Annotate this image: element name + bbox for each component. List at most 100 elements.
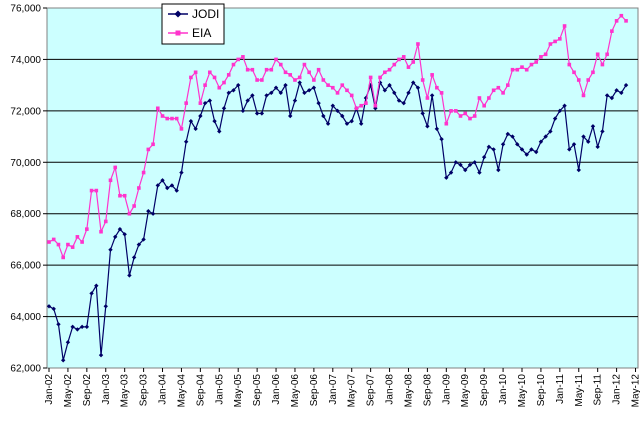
point-jodi (221, 106, 227, 111)
point-jodi (448, 170, 454, 175)
point-jodi (467, 162, 473, 168)
point-jodi (496, 167, 501, 173)
point-jodi (453, 160, 458, 165)
point-eia (496, 85, 501, 90)
point-eia (406, 65, 411, 69)
point-eia (99, 229, 103, 234)
point-eia (600, 62, 605, 67)
point-jodi (60, 358, 66, 363)
point-eia (558, 37, 562, 41)
point-eia (416, 42, 420, 46)
point-jodi (552, 116, 558, 121)
point-jodi (382, 88, 388, 93)
point-jodi (411, 80, 416, 85)
point-eia (529, 62, 534, 67)
x-tick-label: May-05 (233, 374, 244, 408)
point-jodi (292, 98, 298, 103)
point-jodi (51, 306, 56, 312)
point-eia (397, 57, 401, 62)
point-eia (567, 62, 572, 67)
point-eia (208, 70, 212, 75)
x-tick-label: May-07 (347, 374, 358, 408)
point-eia (56, 242, 61, 247)
point-jodi (458, 162, 463, 168)
point-jodi (94, 283, 99, 288)
point-eia (520, 65, 524, 69)
point-jodi (609, 95, 615, 101)
x-tick-label: Jan-11 (555, 374, 566, 404)
x-tick-label: May-04 (176, 374, 187, 408)
point-jodi (165, 185, 170, 191)
point-eia (501, 91, 505, 95)
x-tick-label: Jan-04 (158, 374, 169, 405)
x-tick-label: May-06 (290, 374, 301, 408)
point-eia (392, 62, 397, 67)
point-eia (548, 42, 553, 46)
series-eia (47, 13, 628, 260)
point-eia (255, 78, 259, 82)
point-eia (524, 67, 529, 72)
y-tick-label: 68,000 (10, 209, 41, 220)
point-jodi (444, 175, 449, 180)
point-eia (278, 62, 283, 67)
point-jodi (330, 103, 335, 108)
point-eia (610, 29, 614, 33)
point-eia (387, 67, 392, 72)
point-eia (61, 255, 65, 260)
point-jodi (491, 147, 496, 152)
y-axis-ticks: 62,000 64,000 66,000 68,000 70,000 72,000 74,0… (10, 4, 47, 375)
point-jodi (396, 98, 402, 103)
point-jodi (127, 273, 132, 278)
point-jodi (481, 154, 487, 160)
point-eia (293, 78, 297, 82)
point-jodi (75, 327, 80, 332)
point-jodi (283, 82, 288, 88)
point-jodi (169, 183, 175, 188)
point-jodi (193, 126, 198, 132)
point-eia (179, 127, 184, 131)
point-jodi (122, 232, 127, 237)
point-eia (302, 62, 307, 67)
point-jodi (392, 90, 397, 96)
legend-eia-marker (175, 30, 181, 36)
point-jodi (581, 134, 586, 139)
point-eia (94, 188, 99, 193)
point-eia (155, 106, 160, 111)
point-eia (368, 75, 373, 80)
point-jodi (146, 208, 151, 214)
point-eia (435, 85, 439, 90)
point-eia (222, 80, 226, 85)
point-eia (420, 78, 425, 82)
point-jodi (358, 121, 364, 126)
point-jodi (515, 142, 520, 147)
point-eia (487, 96, 491, 100)
point-jodi (434, 126, 440, 132)
point-jodi (245, 98, 250, 103)
point-jodi (183, 139, 189, 144)
point-eia (449, 109, 453, 113)
point-eia (378, 75, 382, 80)
point-jodi (311, 85, 317, 90)
point-jodi (529, 147, 534, 152)
point-jodi (160, 178, 165, 183)
point-jodi (510, 134, 515, 139)
point-jodi (571, 142, 577, 147)
x-tick-label: Jan-05 (214, 374, 225, 405)
legend-jodi-marker (174, 10, 182, 18)
point-jodi (250, 93, 255, 98)
point-eia (458, 114, 463, 118)
point-jodi (269, 90, 274, 96)
point-eia (572, 70, 576, 75)
x-tick-label: Sep-07 (366, 374, 377, 407)
point-eia (151, 142, 155, 147)
point-eia (198, 101, 203, 105)
point-eia (85, 227, 89, 231)
x-tick-label: Sep-08 (422, 374, 433, 407)
point-jodi (188, 118, 194, 124)
point-eia (70, 245, 75, 249)
point-jodi (623, 82, 629, 88)
x-tick-label: Jan-10 (498, 374, 509, 405)
point-eia (283, 70, 288, 75)
point-eia (345, 88, 349, 93)
